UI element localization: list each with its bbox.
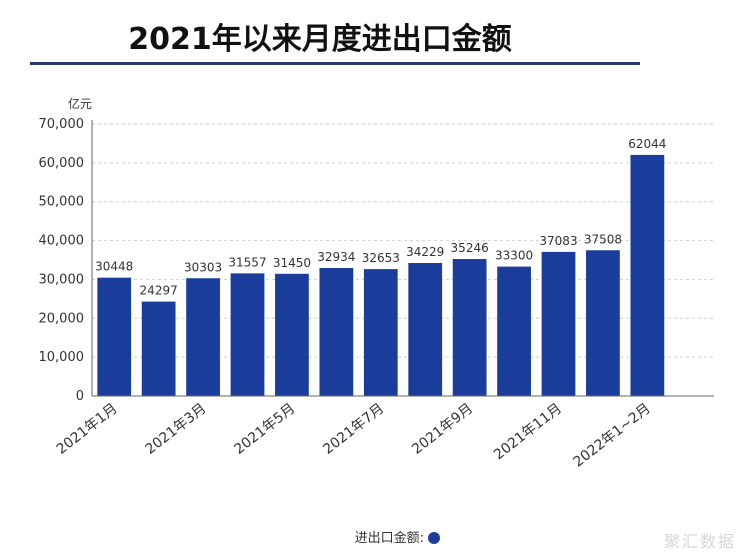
chart-title: 2021年以来月度进出口金额 — [128, 22, 512, 57]
data-label: 31557 — [228, 255, 266, 269]
bar — [275, 273, 309, 396]
x-tick-label: 2021年1月 — [54, 401, 121, 458]
x-tick-label: 2022年1~2月 — [571, 401, 654, 471]
y-tick-label: 30,000 — [39, 272, 85, 287]
y-tick-label: 0 — [76, 389, 84, 404]
x-tick-label: 2021年7月 — [320, 401, 387, 458]
x-tick-label: 2021年5月 — [231, 401, 298, 458]
bar — [586, 250, 620, 396]
data-label: 62044 — [628, 137, 666, 151]
data-label: 32653 — [362, 251, 400, 265]
x-tick-label: 2021年3月 — [143, 401, 210, 458]
x-tick-label: 2021年9月 — [409, 401, 476, 458]
x-axis: 2021年1月 2021年3月 2021年5月 2021年7月 2021年9月 2021年… — [54, 395, 714, 471]
bar — [408, 262, 443, 396]
title-underline — [30, 62, 640, 65]
data-label: 33300 — [495, 249, 533, 263]
data-label: 34229 — [406, 245, 444, 259]
y-tick-label: 20,000 — [39, 311, 85, 326]
data-label: 37508 — [584, 232, 622, 246]
legend-marker — [428, 532, 440, 544]
bars — [97, 154, 665, 396]
bar — [452, 259, 487, 396]
y-axis: 亿元 0 10,000 20,000 30,000 40,000 50,000 60,000 7… — [39, 96, 93, 404]
data-label: 32934 — [317, 250, 355, 264]
bar — [363, 269, 398, 396]
data-label: 35246 — [451, 241, 489, 255]
data-label: 37083 — [539, 234, 577, 248]
x-tick-label: 2021年11月 — [491, 401, 565, 464]
bar — [630, 154, 665, 396]
bar — [230, 273, 265, 396]
y-tick-label: 60,000 — [39, 156, 85, 171]
bar — [319, 268, 354, 396]
y-tick-label: 50,000 — [39, 195, 85, 210]
data-label: 30448 — [95, 260, 133, 274]
data-label: 31450 — [273, 256, 311, 270]
bar — [186, 278, 220, 396]
bar — [541, 251, 576, 396]
data-labels: 30448 24297 30303 31557 31450 32934 32653 34229… — [95, 137, 666, 298]
legend-label: 进出口金额: — [355, 530, 424, 546]
legend: 进出口金额: — [355, 530, 440, 546]
y-axis-unit: 亿元 — [68, 96, 92, 111]
data-label: 24297 — [140, 284, 178, 298]
watermark-text: 聚汇数据 — [663, 532, 736, 551]
y-tick-label: 70,000 — [39, 117, 85, 132]
bar — [497, 266, 531, 396]
y-tick-label: 40,000 — [39, 234, 85, 249]
bar — [141, 301, 176, 396]
bar — [97, 277, 132, 396]
data-label: 30303 — [184, 260, 222, 274]
y-tick-label: 10,000 — [39, 350, 85, 365]
